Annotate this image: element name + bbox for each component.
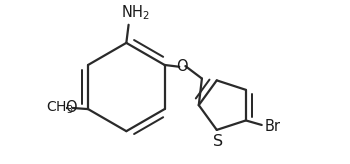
- Text: Br: Br: [265, 119, 281, 134]
- Text: O: O: [65, 101, 76, 115]
- Text: CH$_3$: CH$_3$: [46, 100, 74, 116]
- Text: S: S: [213, 134, 223, 149]
- Text: O: O: [176, 59, 187, 74]
- Text: NH$_2$: NH$_2$: [121, 3, 150, 22]
